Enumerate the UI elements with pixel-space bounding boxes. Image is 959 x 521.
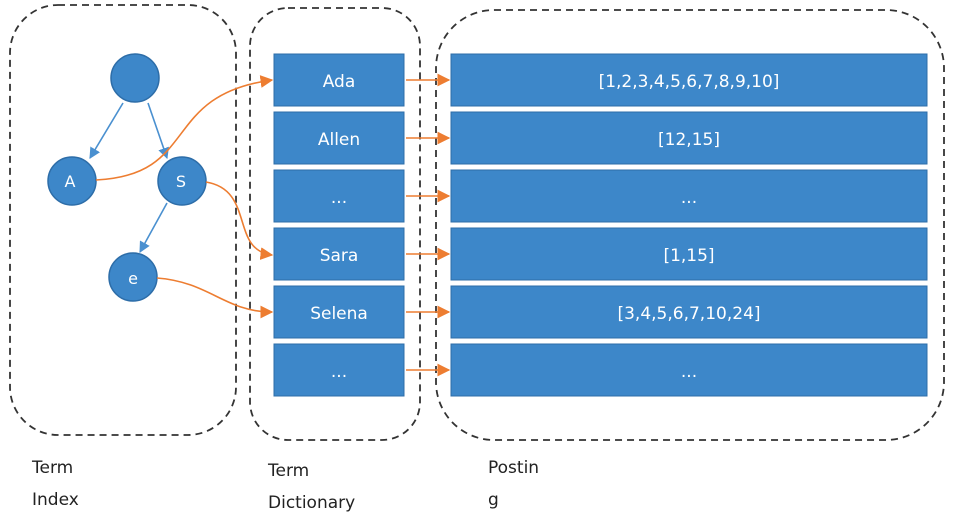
dictionary-to-posting-arrows bbox=[406, 73, 451, 377]
posting-label: [1,15] bbox=[663, 246, 714, 266]
term-dictionary-entries: Ada Allen ... Sara Selena ... bbox=[273, 53, 405, 397]
posting-label: [12,15] bbox=[658, 130, 720, 150]
tree-node-a: A bbox=[47, 156, 97, 206]
dict-entry-label: Sara bbox=[320, 246, 359, 266]
dict-entry-label: ... bbox=[331, 188, 347, 208]
posting-box bbox=[450, 111, 928, 165]
tree-edge-root-a bbox=[89, 102, 124, 159]
term-index-caption-line1: Term bbox=[32, 458, 74, 478]
dict-entry-box bbox=[273, 343, 405, 397]
dict-entry-box bbox=[273, 53, 405, 107]
posting-box bbox=[450, 227, 928, 281]
posting-caption-line2: g bbox=[488, 490, 499, 510]
term-dictionary-caption-line2: Dictionary bbox=[268, 493, 356, 513]
term-index-container bbox=[9, 4, 237, 436]
pointer-arrow-a-to-ada bbox=[95, 75, 274, 181]
posting-label: ... bbox=[681, 362, 697, 382]
pointer-arrow-e-to-selena bbox=[156, 277, 274, 319]
tree-node-s-label: S bbox=[176, 172, 186, 191]
dict-entry-label: ... bbox=[331, 362, 347, 382]
posting-label: [1,2,3,4,5,6,7,8,9,10] bbox=[599, 72, 780, 92]
tree-edge-s-e bbox=[139, 202, 168, 253]
posting-label: ... bbox=[681, 188, 697, 208]
dict-entry-box bbox=[273, 285, 405, 339]
posting-box bbox=[450, 285, 928, 339]
dict-entry-box bbox=[273, 227, 405, 281]
term-dictionary-container bbox=[249, 7, 421, 441]
dict-entry-box bbox=[273, 169, 405, 223]
posting-box bbox=[450, 169, 928, 223]
term-index-caption-line2: Index bbox=[32, 490, 79, 510]
term-dictionary-caption: Term Dictionary bbox=[268, 455, 388, 519]
tree-node-e: e bbox=[108, 252, 158, 302]
dict-entry-box bbox=[273, 111, 405, 165]
dict-entry-label: Selena bbox=[310, 304, 368, 324]
tree-edge-root-s bbox=[147, 102, 170, 160]
posting-container bbox=[435, 9, 945, 441]
term-index-caption: Term Index bbox=[32, 452, 152, 516]
posting-label: [3,4,5,6,7,10,24] bbox=[617, 304, 760, 324]
index-to-dictionary-arrows bbox=[95, 75, 274, 319]
tree-node-a-label: A bbox=[65, 172, 76, 191]
term-dictionary-caption-line1: Term bbox=[268, 461, 310, 481]
posting-caption-line1: Postin bbox=[488, 458, 540, 478]
dict-entry-label: Ada bbox=[323, 72, 356, 92]
posting-lists: [1,2,3,4,5,6,7,8,9,10] [12,15] ... [1,15… bbox=[450, 53, 928, 397]
posting-caption: Postin g bbox=[488, 452, 608, 516]
tree-node-e-label: e bbox=[128, 269, 138, 288]
tree-node-root bbox=[110, 53, 160, 103]
pointer-arrow-s-to-sara bbox=[205, 181, 274, 260]
posting-box bbox=[450, 343, 928, 397]
dict-entry-label: Allen bbox=[318, 130, 360, 150]
tree-node-s: S bbox=[157, 156, 207, 206]
posting-box bbox=[450, 53, 928, 107]
